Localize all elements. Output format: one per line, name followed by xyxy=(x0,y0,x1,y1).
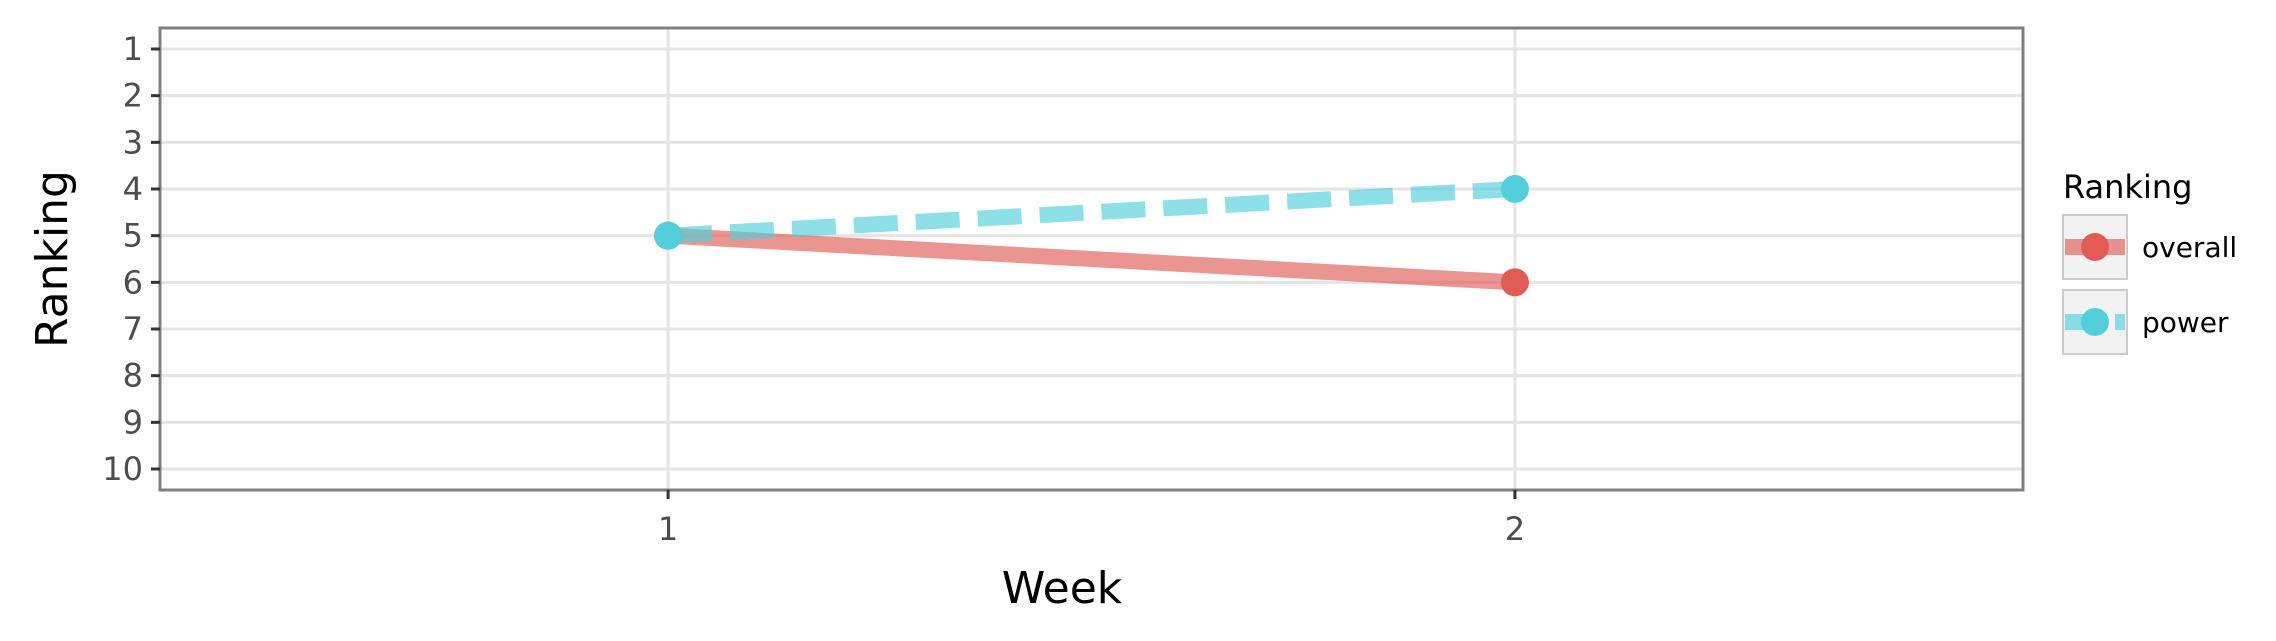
y-tick-label: 2 xyxy=(123,77,143,115)
y-tick-label: 7 xyxy=(123,310,143,348)
axes: 1 2 3 4 5 6 7 8 9 10 1 2 xyxy=(102,30,1525,548)
legend-key-point-overall xyxy=(2081,233,2109,261)
y-tick-label: 1 xyxy=(123,30,143,68)
x-axis-title: Week xyxy=(1002,563,1123,614)
y-tick-label: 6 xyxy=(123,263,143,301)
legend-label-power: power xyxy=(2142,306,2229,339)
legend-label-overall: overall xyxy=(2142,231,2237,264)
y-tick-label: 9 xyxy=(123,403,143,441)
legend: Ranking overall power xyxy=(2062,168,2237,355)
data-point-power xyxy=(654,221,683,250)
y-axis-title: Ranking xyxy=(27,170,78,348)
y-tick-label: 10 xyxy=(102,450,143,488)
data-point-power xyxy=(1500,175,1529,203)
data-point-overall xyxy=(1500,268,1529,297)
y-tick-label: 3 xyxy=(123,123,143,161)
series-line-power xyxy=(667,181,1516,244)
legend-key-point-power xyxy=(2081,308,2109,336)
y-tick-label: 8 xyxy=(123,357,143,395)
y-tick-label: 5 xyxy=(123,217,143,255)
x-tick-label: 1 xyxy=(658,510,678,548)
series-line-overall xyxy=(667,227,1516,291)
legend-title: Ranking xyxy=(2063,168,2192,206)
series-lines xyxy=(654,175,1529,297)
x-tick-label: 2 xyxy=(1505,510,1525,548)
plot-border xyxy=(158,26,2025,492)
y-tick-label: 4 xyxy=(123,170,143,208)
grid-lines xyxy=(160,28,2023,490)
